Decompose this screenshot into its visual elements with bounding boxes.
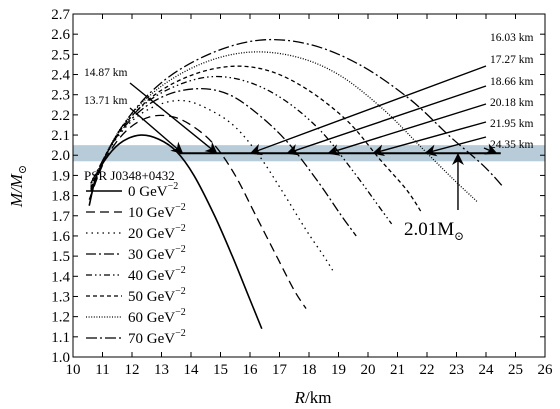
legend-exp-30: −2: [175, 244, 186, 255]
radius-arrow-7: [483, 143, 498, 155]
x-tick-label-12: 12: [125, 362, 140, 378]
y-tick-label-1.5: 1.5: [51, 249, 70, 265]
legend-value-20: 20 GeV: [128, 226, 175, 242]
y-tick-label-1.9: 1.9: [51, 168, 70, 184]
radius-annotations: 14.87 km 13.71 km 16.03 km 17.27 km 18.66 km…: [84, 32, 534, 243]
radius-label-6: 21.95 km: [490, 118, 534, 130]
legend-value-70: 70 GeV: [128, 331, 175, 347]
x-tick-label-18: 18: [302, 362, 317, 378]
y-tick-label-1.1: 1.1: [51, 330, 70, 346]
series-curve-70-gev: [90, 38, 505, 188]
y-tick-label-1.8: 1.8: [51, 189, 70, 205]
x-tick-label-14: 14: [184, 362, 200, 378]
legend-exp-20: −2: [175, 223, 186, 234]
x-tick-label-26: 26: [538, 362, 554, 378]
radius-label-4: 18.66 km: [490, 76, 534, 88]
x-axis-title-unit: /km: [305, 388, 331, 407]
y-tick-label-2.3: 2.3: [51, 88, 70, 104]
legend-value-10: 10 GeV: [128, 205, 175, 221]
y-tick-label-2.6: 2.6: [51, 27, 70, 43]
x-tick-label-10: 10: [66, 362, 81, 378]
y-tick-label-1.7: 1.7: [51, 209, 70, 225]
radius-label-2: 16.03 km: [490, 32, 534, 44]
legend-value-60: 60 GeV: [128, 310, 175, 326]
x-tick-label-11: 11: [95, 362, 109, 378]
x-axis-title-var: R: [294, 388, 306, 407]
legend-value-50: 50 GeV: [128, 289, 175, 305]
radius-arrow-0: [129, 82, 218, 154]
x-tick-label-25: 25: [508, 362, 523, 378]
y-tick-label-2.1: 2.1: [51, 128, 70, 144]
radius-label-1: 13.71 km: [84, 95, 128, 107]
radius-label-3: 17.27 km: [490, 54, 534, 66]
y-axis-title: M/M⊙: [7, 165, 29, 208]
radius-label-5: 20.18 km: [490, 97, 534, 109]
radius-arrow-3: [286, 85, 487, 156]
y-tick-label-2.7: 2.7: [51, 7, 70, 23]
y-tick-label-1.0: 1.0: [51, 350, 70, 366]
x-tick-label-20: 20: [361, 362, 376, 378]
eos-curves: [88, 38, 505, 330]
radius-arrow-4: [327, 103, 487, 156]
mass-label-value: 2.01M: [404, 219, 454, 240]
x-tick-label-21: 21: [390, 362, 405, 378]
x-tick-label-17: 17: [272, 362, 288, 378]
legend-label-50: 50 GeV−2: [128, 286, 186, 305]
y-axis-title-sub: ⊙: [17, 165, 29, 174]
y-tick-label-1.3: 1.3: [51, 289, 70, 305]
series-curve-30-gev: [90, 88, 357, 237]
y-tick-label-2.0: 2.0: [51, 148, 70, 164]
x-tick-label-22: 22: [420, 362, 435, 378]
legend-exp-40: −2: [175, 265, 186, 276]
mass-label-sub: ⊙: [454, 229, 464, 243]
x-tick-label-24: 24: [479, 362, 495, 378]
legend-label-40: 40 GeV−2: [128, 265, 186, 284]
radius-arrow-2: [249, 65, 487, 156]
legend-exp-60: −2: [175, 307, 186, 318]
legend-title: PSR J0348+0432: [84, 168, 175, 183]
radius-label-7: 24.35 km: [490, 139, 534, 151]
x-tick-label-15: 15: [213, 362, 228, 378]
x-tick-label-19: 19: [331, 362, 346, 378]
mass-label: 2.01M⊙: [404, 219, 464, 243]
radius-label-0: 14.87 km: [84, 67, 128, 79]
y-tick-label-1.4: 1.4: [51, 269, 70, 285]
series-curve-10-gev: [88, 114, 307, 309]
legend-exp-50: −2: [175, 286, 186, 297]
y-axis-title-var: M/M: [7, 173, 26, 208]
x-tick-label-13: 13: [154, 362, 169, 378]
x-tick-label-23: 23: [449, 362, 464, 378]
x-axis-title: R/km: [294, 388, 332, 407]
y-tick-label-2.5: 2.5: [51, 47, 70, 63]
axes: 10 11 12 13 14 15 16 17 18 19 20 21 22 23 24 25 26 1.0 1.1…: [51, 7, 553, 378]
legend-exp-0: −2: [168, 181, 179, 192]
legend-value-40: 40 GeV: [128, 268, 175, 284]
y-tick-label-2.4: 2.4: [51, 68, 70, 84]
legend-value-30: 30 GeV: [128, 247, 175, 263]
legend-value-0: 0 GeV: [128, 184, 168, 200]
radius-arrow-5: [372, 121, 487, 157]
y-tick-label-2.2: 2.2: [51, 108, 70, 124]
legend-exp-70: −2: [175, 328, 186, 339]
radius-arrow-1: [129, 107, 184, 155]
radius-arrow-6: [424, 136, 487, 157]
y-tick-label-1.2: 1.2: [51, 310, 70, 326]
legend-label-70: 70 GeV−2: [128, 328, 186, 347]
legend-exp-10: −2: [175, 202, 186, 213]
series-curve-50-gev: [90, 65, 422, 213]
y-tick-label-1.6: 1.6: [51, 229, 70, 245]
x-tick-label-16: 16: [243, 362, 259, 378]
legend-label-30: 30 GeV−2: [128, 244, 186, 263]
legend-label-60: 60 GeV−2: [128, 307, 186, 326]
legend-label-0: 0 GeV−2: [128, 181, 178, 200]
series-curve-20-gev: [90, 99, 334, 271]
legend-label-20: 20 GeV−2: [128, 223, 186, 242]
legend-label-10: 10 GeV−2: [128, 202, 186, 221]
